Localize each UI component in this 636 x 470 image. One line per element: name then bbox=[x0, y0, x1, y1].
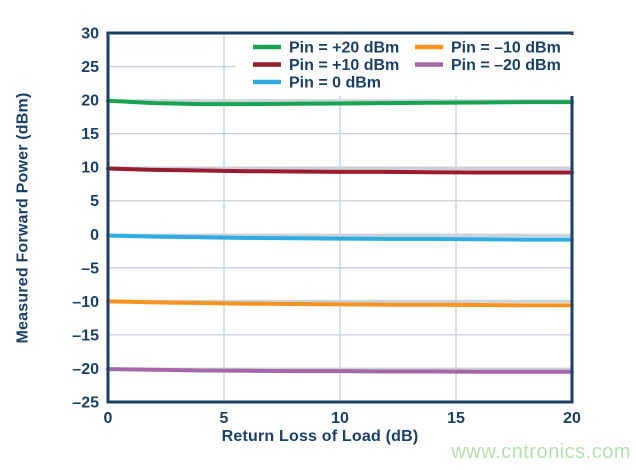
y-tick-label: 25 bbox=[81, 59, 99, 76]
x-tick-label: 20 bbox=[563, 410, 581, 427]
series-line bbox=[106, 98, 574, 107]
x-tick-label: 10 bbox=[331, 410, 349, 427]
legend-label: Pin = –10 dBm bbox=[451, 40, 561, 57]
y-tick-label: –5 bbox=[81, 260, 99, 277]
y-tick-label: –15 bbox=[72, 327, 99, 344]
x-tick-label: 5 bbox=[220, 410, 229, 427]
legend-label: Pin = +20 dBm bbox=[289, 40, 399, 57]
y-tick-label: –20 bbox=[72, 361, 99, 378]
y-tick-label: 20 bbox=[81, 93, 99, 110]
x-tick-label: 0 bbox=[104, 410, 113, 427]
series-line bbox=[106, 166, 574, 175]
watermark: www.cntronics.com bbox=[451, 441, 631, 463]
x-axis-title: Return Loss of Load (dB) bbox=[221, 428, 419, 445]
series-line bbox=[106, 367, 574, 374]
legend-background bbox=[236, 35, 580, 96]
x-tick-label: 15 bbox=[447, 410, 465, 427]
y-tick-label: 15 bbox=[81, 126, 99, 143]
y-tick-label: 30 bbox=[81, 26, 99, 43]
legend-label: Pin = –20 dBm bbox=[451, 57, 561, 74]
legend-label: Pin = +10 dBm bbox=[289, 57, 399, 74]
series-line bbox=[106, 233, 574, 242]
plot-frame bbox=[106, 31, 574, 404]
y-tick-label: 10 bbox=[81, 160, 99, 177]
y-tick-label: 0 bbox=[90, 227, 99, 244]
y-tick-label: –10 bbox=[72, 294, 99, 311]
y-tick-label: –25 bbox=[72, 395, 99, 412]
y-tick-label: 5 bbox=[90, 193, 99, 210]
legend-label: Pin = 0 dBm bbox=[289, 75, 381, 92]
series-line bbox=[106, 299, 574, 308]
